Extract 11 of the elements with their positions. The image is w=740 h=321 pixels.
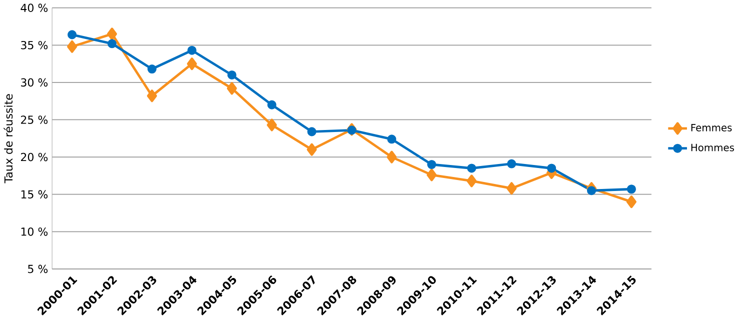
y-axis-title: Taux de réussite — [4, 94, 13, 184]
legend-label: Femmes — [691, 124, 732, 132]
y-tick-label: 10 % — [21, 227, 48, 236]
y-tick-label: 30 % — [21, 78, 48, 86]
y-tick-label: 35 % — [21, 40, 48, 50]
y-tick-label: 15 % — [21, 190, 48, 198]
legend-label: Hommes — [691, 144, 734, 152]
y-tick-label: 5 % — [28, 264, 48, 273]
y-tick-label: 25 % — [21, 115, 48, 124]
y-tick-label: 20 % — [21, 152, 48, 162]
y-tick-label: 40 % — [20, 4, 48, 12]
